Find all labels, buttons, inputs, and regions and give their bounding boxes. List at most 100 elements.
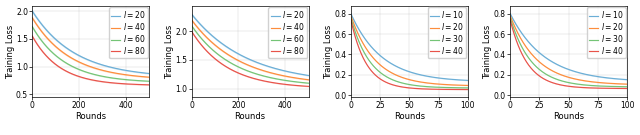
- $l = 20$: [145, 73, 153, 74]
- $l = 20$: [506, 15, 514, 17]
- $l = 10$: [432, 77, 440, 78]
- $l = 10$: [591, 75, 598, 77]
- $l = 60$: [305, 82, 312, 84]
- $l = 80$: [75, 76, 83, 77]
- $l = 30$: [545, 75, 552, 76]
- Legend: $l = 10$, $l = 20$, $l = 30$, $l = 40$: $l = 10$, $l = 20$, $l = 30$, $l = 40$: [428, 7, 467, 58]
- X-axis label: Rounds: Rounds: [75, 112, 106, 121]
- $l = 80$: [28, 35, 36, 37]
- $l = 10$: [506, 13, 514, 14]
- Line: $l = 80$: $l = 80$: [32, 36, 149, 85]
- $l = 20$: [202, 29, 209, 31]
- $l = 30$: [591, 85, 599, 87]
- Legend: $l = 20$, $l = 40$, $l = 60$, $l = 80$: $l = 20$, $l = 40$, $l = 60$, $l = 80$: [109, 7, 148, 58]
- $l = 80$: [102, 81, 109, 83]
- $l = 20$: [113, 68, 120, 69]
- $l = 40$: [580, 87, 588, 88]
- Legend: $l = 10$, $l = 20$, $l = 30$, $l = 40$: $l = 10$, $l = 20$, $l = 30$, $l = 40$: [587, 7, 626, 58]
- $l = 20$: [591, 81, 599, 83]
- $l = 40$: [234, 60, 242, 61]
- Y-axis label: Training Loss: Training Loss: [483, 24, 492, 79]
- $l = 40$: [113, 72, 120, 74]
- $l = 60$: [234, 66, 242, 68]
- $l = 40$: [553, 83, 561, 85]
- $l = 20$: [580, 80, 588, 81]
- $l = 60$: [113, 78, 121, 80]
- $l = 80$: [273, 82, 280, 84]
- $l = 20$: [226, 48, 234, 50]
- Line: $l = 40$: $l = 40$: [191, 20, 308, 80]
- $l = 40$: [420, 88, 428, 90]
- $l = 10$: [591, 75, 599, 77]
- $l = 20$: [42, 29, 50, 31]
- $l = 40$: [432, 88, 440, 90]
- $l = 40$: [113, 73, 121, 74]
- $l = 10$: [347, 13, 355, 14]
- Y-axis label: Training Loss: Training Loss: [6, 24, 15, 79]
- $l = 10$: [394, 66, 401, 68]
- $l = 10$: [420, 75, 428, 77]
- $l = 60$: [226, 61, 234, 63]
- Line: $l = 60$: $l = 60$: [191, 26, 308, 83]
- $l = 20$: [431, 83, 439, 85]
- $l = 30$: [385, 77, 393, 79]
- $l = 40$: [464, 89, 472, 90]
- $l = 30$: [420, 86, 428, 87]
- $l = 10$: [623, 79, 631, 80]
- $l = 20$: [113, 68, 121, 70]
- $l = 40$: [385, 83, 393, 84]
- $l = 30$: [580, 84, 588, 86]
- $l = 30$: [591, 85, 598, 87]
- $l = 60$: [273, 78, 280, 80]
- Y-axis label: Training Loss: Training Loss: [324, 24, 333, 79]
- $l = 40$: [305, 79, 312, 81]
- $l = 60$: [202, 42, 209, 44]
- $l = 20$: [591, 81, 598, 83]
- $l = 20$: [420, 82, 428, 83]
- $l = 20$: [394, 75, 401, 76]
- $l = 60$: [113, 78, 120, 79]
- $l = 60$: [28, 26, 36, 27]
- $l = 40$: [431, 88, 439, 90]
- $l = 20$: [464, 85, 472, 86]
- $l = 20$: [545, 68, 552, 69]
- $l = 20$: [361, 46, 369, 47]
- X-axis label: Rounds: Rounds: [234, 112, 266, 121]
- $l = 80$: [305, 86, 312, 87]
- $l = 60$: [261, 76, 269, 77]
- $l = 80$: [113, 82, 120, 84]
- $l = 40$: [188, 19, 195, 21]
- $l = 10$: [464, 80, 472, 81]
- $l = 60$: [75, 68, 83, 70]
- Line: $l = 40$: $l = 40$: [32, 18, 149, 77]
- $l = 40$: [67, 57, 74, 58]
- $l = 80$: [188, 31, 195, 32]
- $l = 30$: [553, 78, 561, 80]
- $l = 20$: [102, 65, 109, 67]
- $l = 40$: [226, 55, 234, 56]
- Line: $l = 80$: $l = 80$: [191, 31, 308, 86]
- $l = 40$: [623, 88, 631, 89]
- $l = 20$: [28, 10, 36, 12]
- Line: $l = 40$: $l = 40$: [351, 20, 468, 90]
- $l = 20$: [432, 83, 440, 85]
- $l = 30$: [361, 53, 369, 55]
- $l = 10$: [520, 36, 528, 37]
- Legend: $l = 20$, $l = 40$, $l = 60$, $l = 80$: $l = 20$, $l = 40$, $l = 60$, $l = 80$: [268, 7, 307, 58]
- $l = 80$: [113, 82, 121, 84]
- $l = 30$: [432, 86, 440, 88]
- $l = 80$: [226, 68, 234, 70]
- $l = 40$: [545, 80, 552, 82]
- $l = 80$: [202, 49, 209, 51]
- $l = 30$: [623, 86, 631, 87]
- $l = 60$: [188, 25, 195, 26]
- $l = 80$: [272, 82, 280, 84]
- Line: $l = 20$: $l = 20$: [32, 11, 149, 73]
- Line: $l = 60$: $l = 60$: [32, 27, 149, 81]
- $l = 10$: [361, 38, 369, 40]
- Y-axis label: Training Loss: Training Loss: [165, 24, 174, 79]
- $l = 80$: [67, 72, 74, 74]
- $l = 80$: [261, 80, 269, 82]
- Line: $l = 30$: $l = 30$: [351, 18, 468, 88]
- $l = 40$: [202, 36, 209, 37]
